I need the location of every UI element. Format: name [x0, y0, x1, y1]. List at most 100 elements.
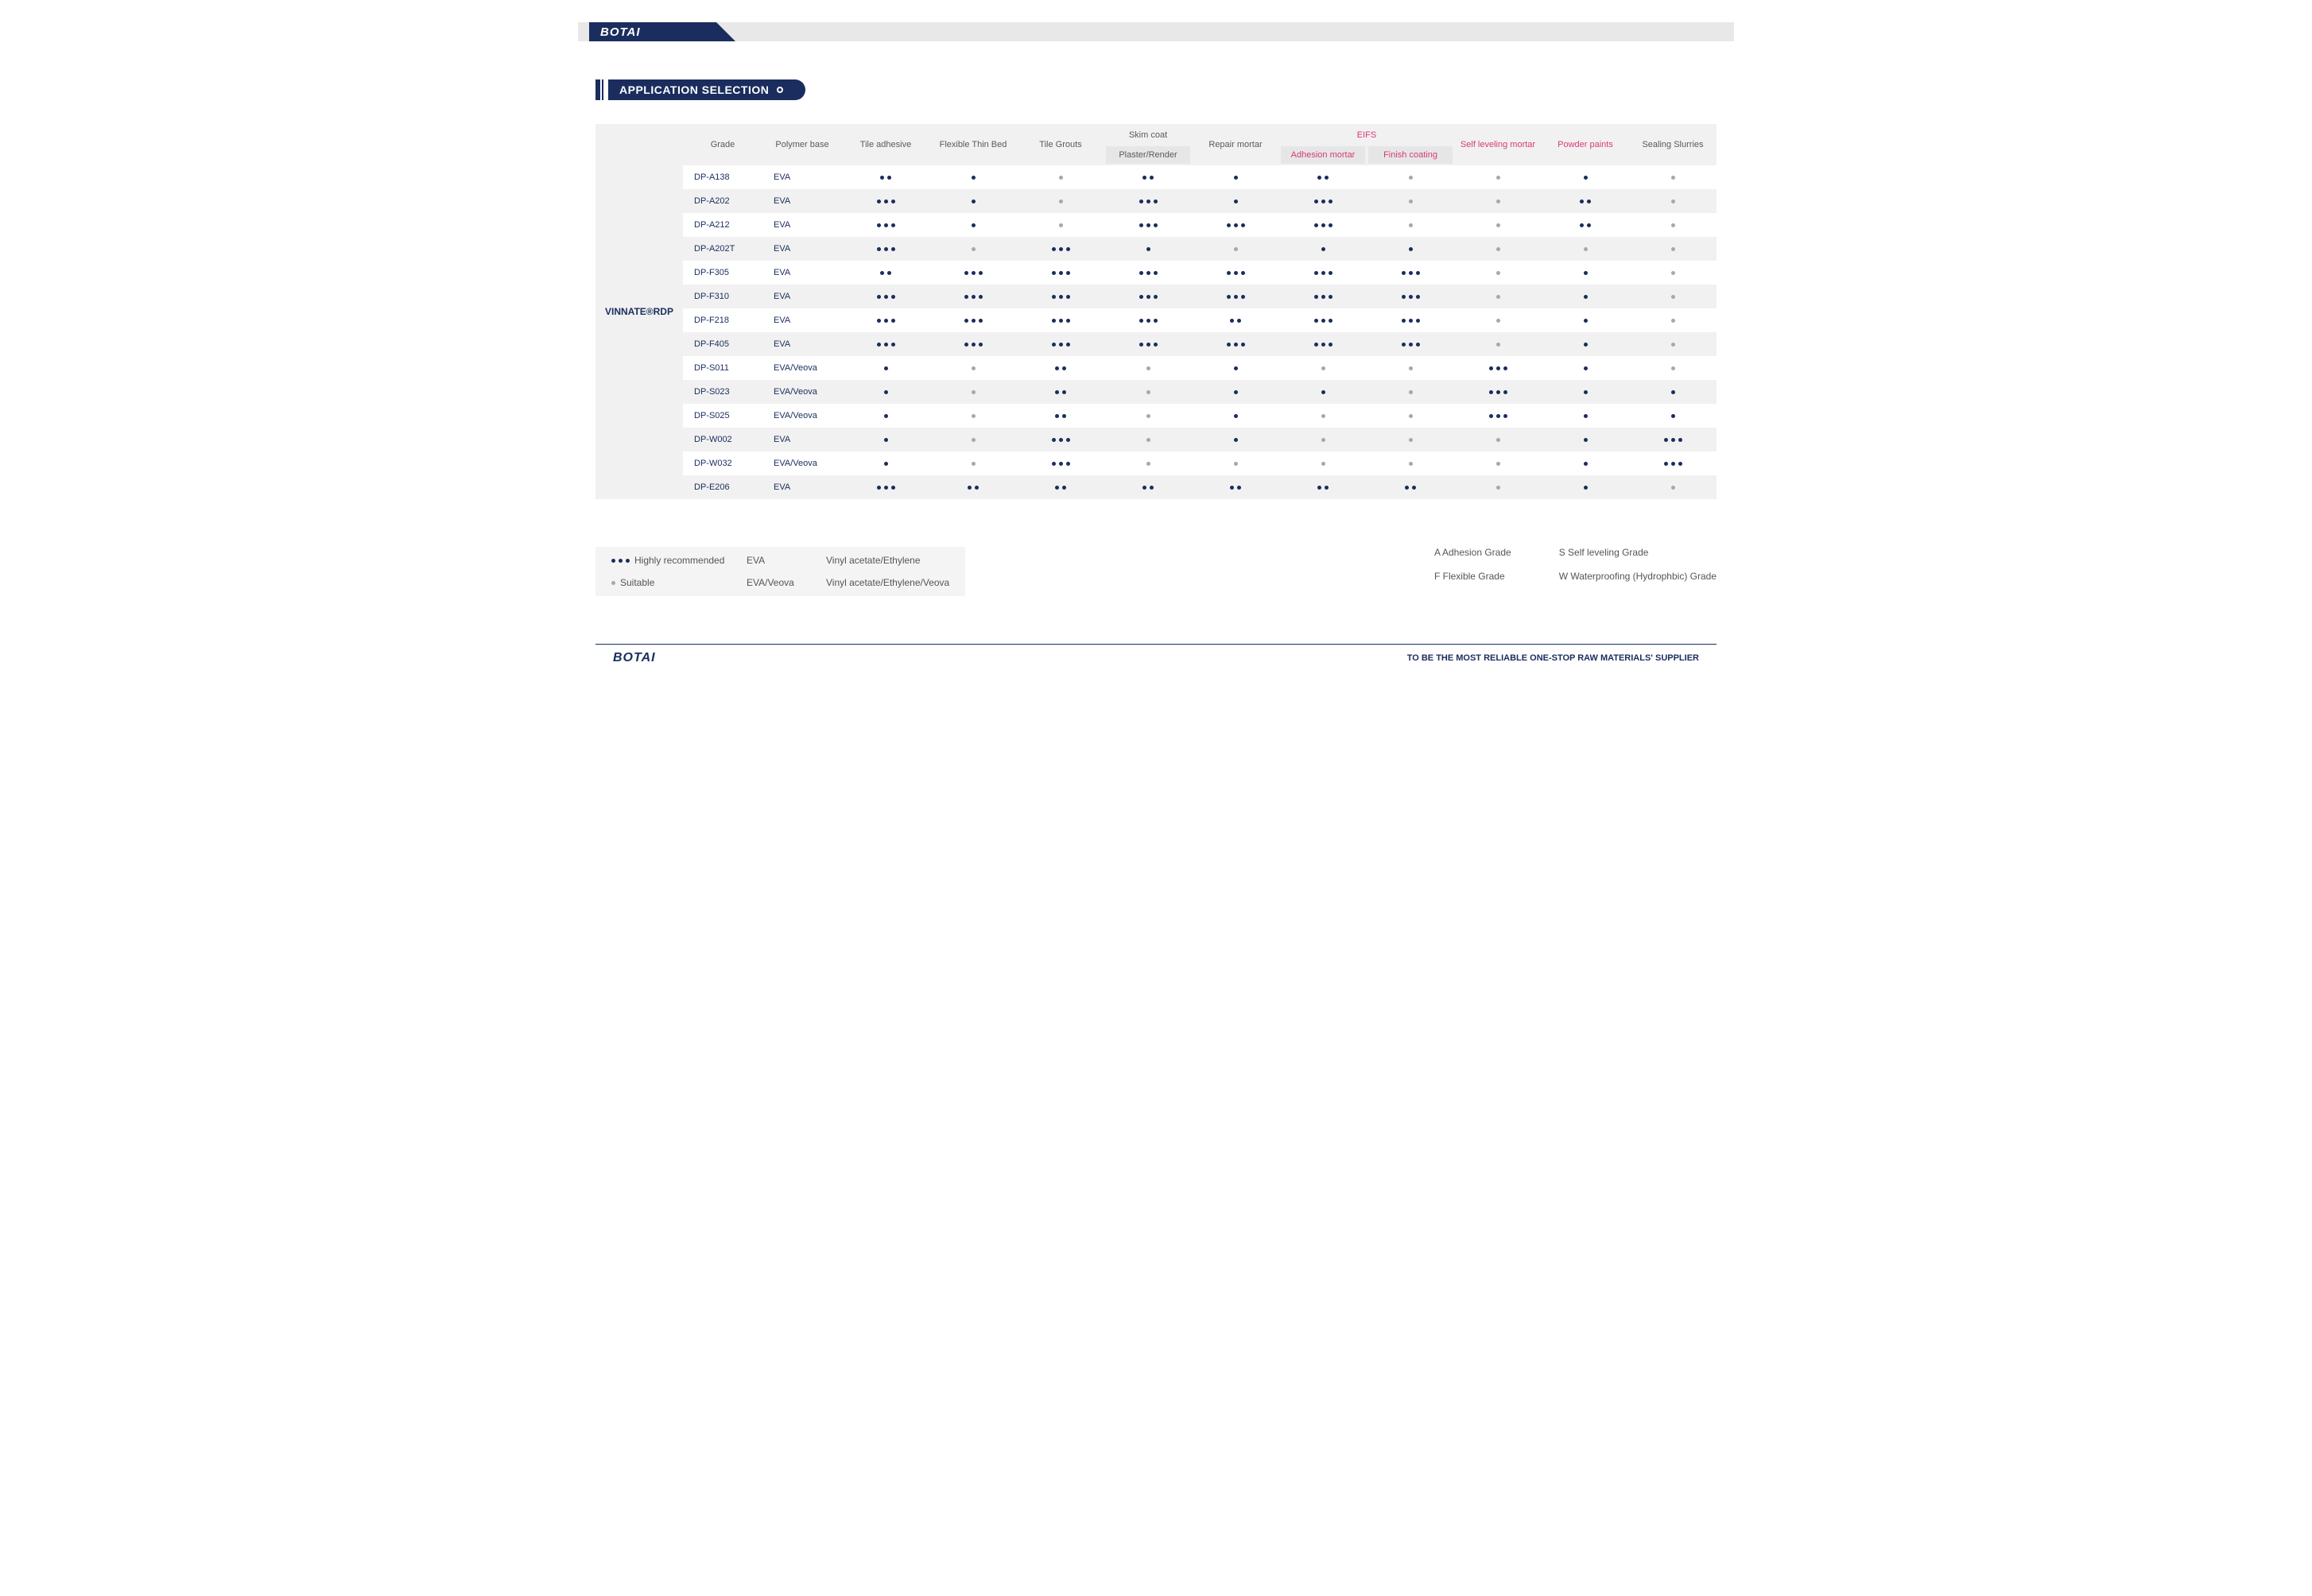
cell-rating [929, 165, 1017, 189]
cell-rating [1367, 475, 1454, 499]
table-row: DP-E206EVA [683, 475, 1717, 499]
cell-rating [1454, 332, 1542, 356]
cell-rating [1542, 213, 1629, 237]
legend-evaveova-desc: Vinyl acetate/Ethylene/Veova [826, 577, 949, 588]
cell-rating [1454, 451, 1542, 475]
table-row: DP-F405EVA [683, 332, 1717, 356]
cell-rating [1629, 261, 1717, 285]
cell-rating [1367, 356, 1454, 380]
cell-rating [929, 451, 1017, 475]
col-repair-mortar: Repair mortar [1192, 124, 1279, 165]
cell-rating [1017, 356, 1104, 380]
cell-rating [1279, 380, 1367, 404]
cell-rating [929, 213, 1017, 237]
cell-rating [842, 165, 929, 189]
legend-area: Highly recommended EVA Vinyl acetate/Eth… [595, 547, 1717, 596]
cell-rating [1629, 308, 1717, 332]
table-row: DP-S025EVA/Veova [683, 404, 1717, 428]
cell-rating [1279, 332, 1367, 356]
cell-polymer-base: EVA [762, 475, 842, 499]
cell-rating [1192, 261, 1279, 285]
legend-right: A Adhesion Grade S Self leveling Grade F… [1434, 547, 1717, 582]
cell-rating [1017, 213, 1104, 237]
cell-rating [1454, 475, 1542, 499]
cell-rating [842, 213, 929, 237]
cell-rating [1367, 404, 1454, 428]
cell-polymer-base: EVA/Veova [762, 356, 842, 380]
cell-rating [1629, 404, 1717, 428]
cell-rating [1017, 428, 1104, 451]
legend-w: W Waterproofing (Hydrophbic) Grade [1559, 571, 1717, 582]
cell-rating [1629, 428, 1717, 451]
col-skim-coat: Skim coat [1104, 124, 1192, 146]
table-header: Grade Polymer base Tile adhesive Flexibl… [683, 124, 1717, 165]
table-row: DP-A202TEVA [683, 237, 1717, 261]
cell-rating [1629, 332, 1717, 356]
cell-rating [1542, 285, 1629, 308]
cell-rating [1542, 380, 1629, 404]
legend-left: Highly recommended EVA Vinyl acetate/Eth… [595, 547, 965, 596]
cell-rating [1454, 165, 1542, 189]
section-title-wrap: APPLICATION SELECTION [595, 79, 1734, 100]
selection-table: VINNATE®RDP Grade Polymer base Tile adhe… [595, 124, 1717, 499]
cell-rating [1017, 261, 1104, 285]
cell-rating [1017, 475, 1104, 499]
cell-rating [842, 261, 929, 285]
cell-rating [1367, 451, 1454, 475]
col-self-leveling: Self leveling mortar [1454, 124, 1542, 165]
section-title-text: APPLICATION SELECTION [619, 83, 769, 96]
col-adhesion-mortar: Adhesion mortar [1281, 146, 1365, 164]
cell-polymer-base: EVA/Veova [762, 380, 842, 404]
col-tile-grouts: Tile Grouts [1017, 124, 1104, 165]
cell-rating [1454, 285, 1542, 308]
cell-rating [1629, 165, 1717, 189]
cell-rating [1192, 165, 1279, 189]
cell-rating [1192, 189, 1279, 213]
cell-rating [1279, 261, 1367, 285]
cell-rating [842, 356, 929, 380]
cell-rating [1192, 213, 1279, 237]
cell-rating [1629, 380, 1717, 404]
table-row: DP-F218EVA [683, 308, 1717, 332]
cell-rating [1017, 308, 1104, 332]
table-row: DP-S023EVA/Veova [683, 380, 1717, 404]
cell-rating [1279, 308, 1367, 332]
cell-rating [1279, 475, 1367, 499]
cell-rating [1192, 237, 1279, 261]
table-row: DP-S011EVA/Veova [683, 356, 1717, 380]
cell-rating [1542, 332, 1629, 356]
title-bar-thin [602, 79, 603, 100]
cell-polymer-base: EVA [762, 165, 842, 189]
cell-rating [1017, 165, 1104, 189]
cell-rating [1542, 189, 1629, 213]
cell-grade: DP-S025 [683, 404, 762, 428]
cell-rating [1279, 356, 1367, 380]
cell-rating [1542, 451, 1629, 475]
cell-rating [1104, 261, 1192, 285]
legend-eva-code: EVA [747, 555, 818, 566]
legend-highly: Highly recommended [611, 555, 739, 566]
legend-suitable-label: Suitable [620, 577, 654, 588]
cell-rating [1104, 165, 1192, 189]
cell-grade: DP-S011 [683, 356, 762, 380]
cell-rating [1629, 285, 1717, 308]
footer-tagline: TO BE THE MOST RELIABLE ONE-STOP RAW MAT… [1407, 653, 1699, 663]
col-eifs: EIFS [1279, 124, 1454, 146]
cell-rating [1542, 237, 1629, 261]
cell-rating [1017, 285, 1104, 308]
table-row: DP-W002EVA [683, 428, 1717, 451]
top-header-band: BOTAI [578, 22, 1734, 41]
cell-rating [1104, 213, 1192, 237]
cell-rating [1017, 332, 1104, 356]
cell-polymer-base: EVA [762, 308, 842, 332]
cell-grade: DP-A202 [683, 189, 762, 213]
cell-rating [1017, 380, 1104, 404]
cell-rating [929, 261, 1017, 285]
cell-grade: DP-A212 [683, 213, 762, 237]
cell-rating [1454, 261, 1542, 285]
legend-eva-desc: Vinyl acetate/Ethylene [826, 555, 949, 566]
cell-rating [1367, 380, 1454, 404]
cell-rating [1454, 189, 1542, 213]
cell-rating [1017, 189, 1104, 213]
cell-rating [1454, 308, 1542, 332]
